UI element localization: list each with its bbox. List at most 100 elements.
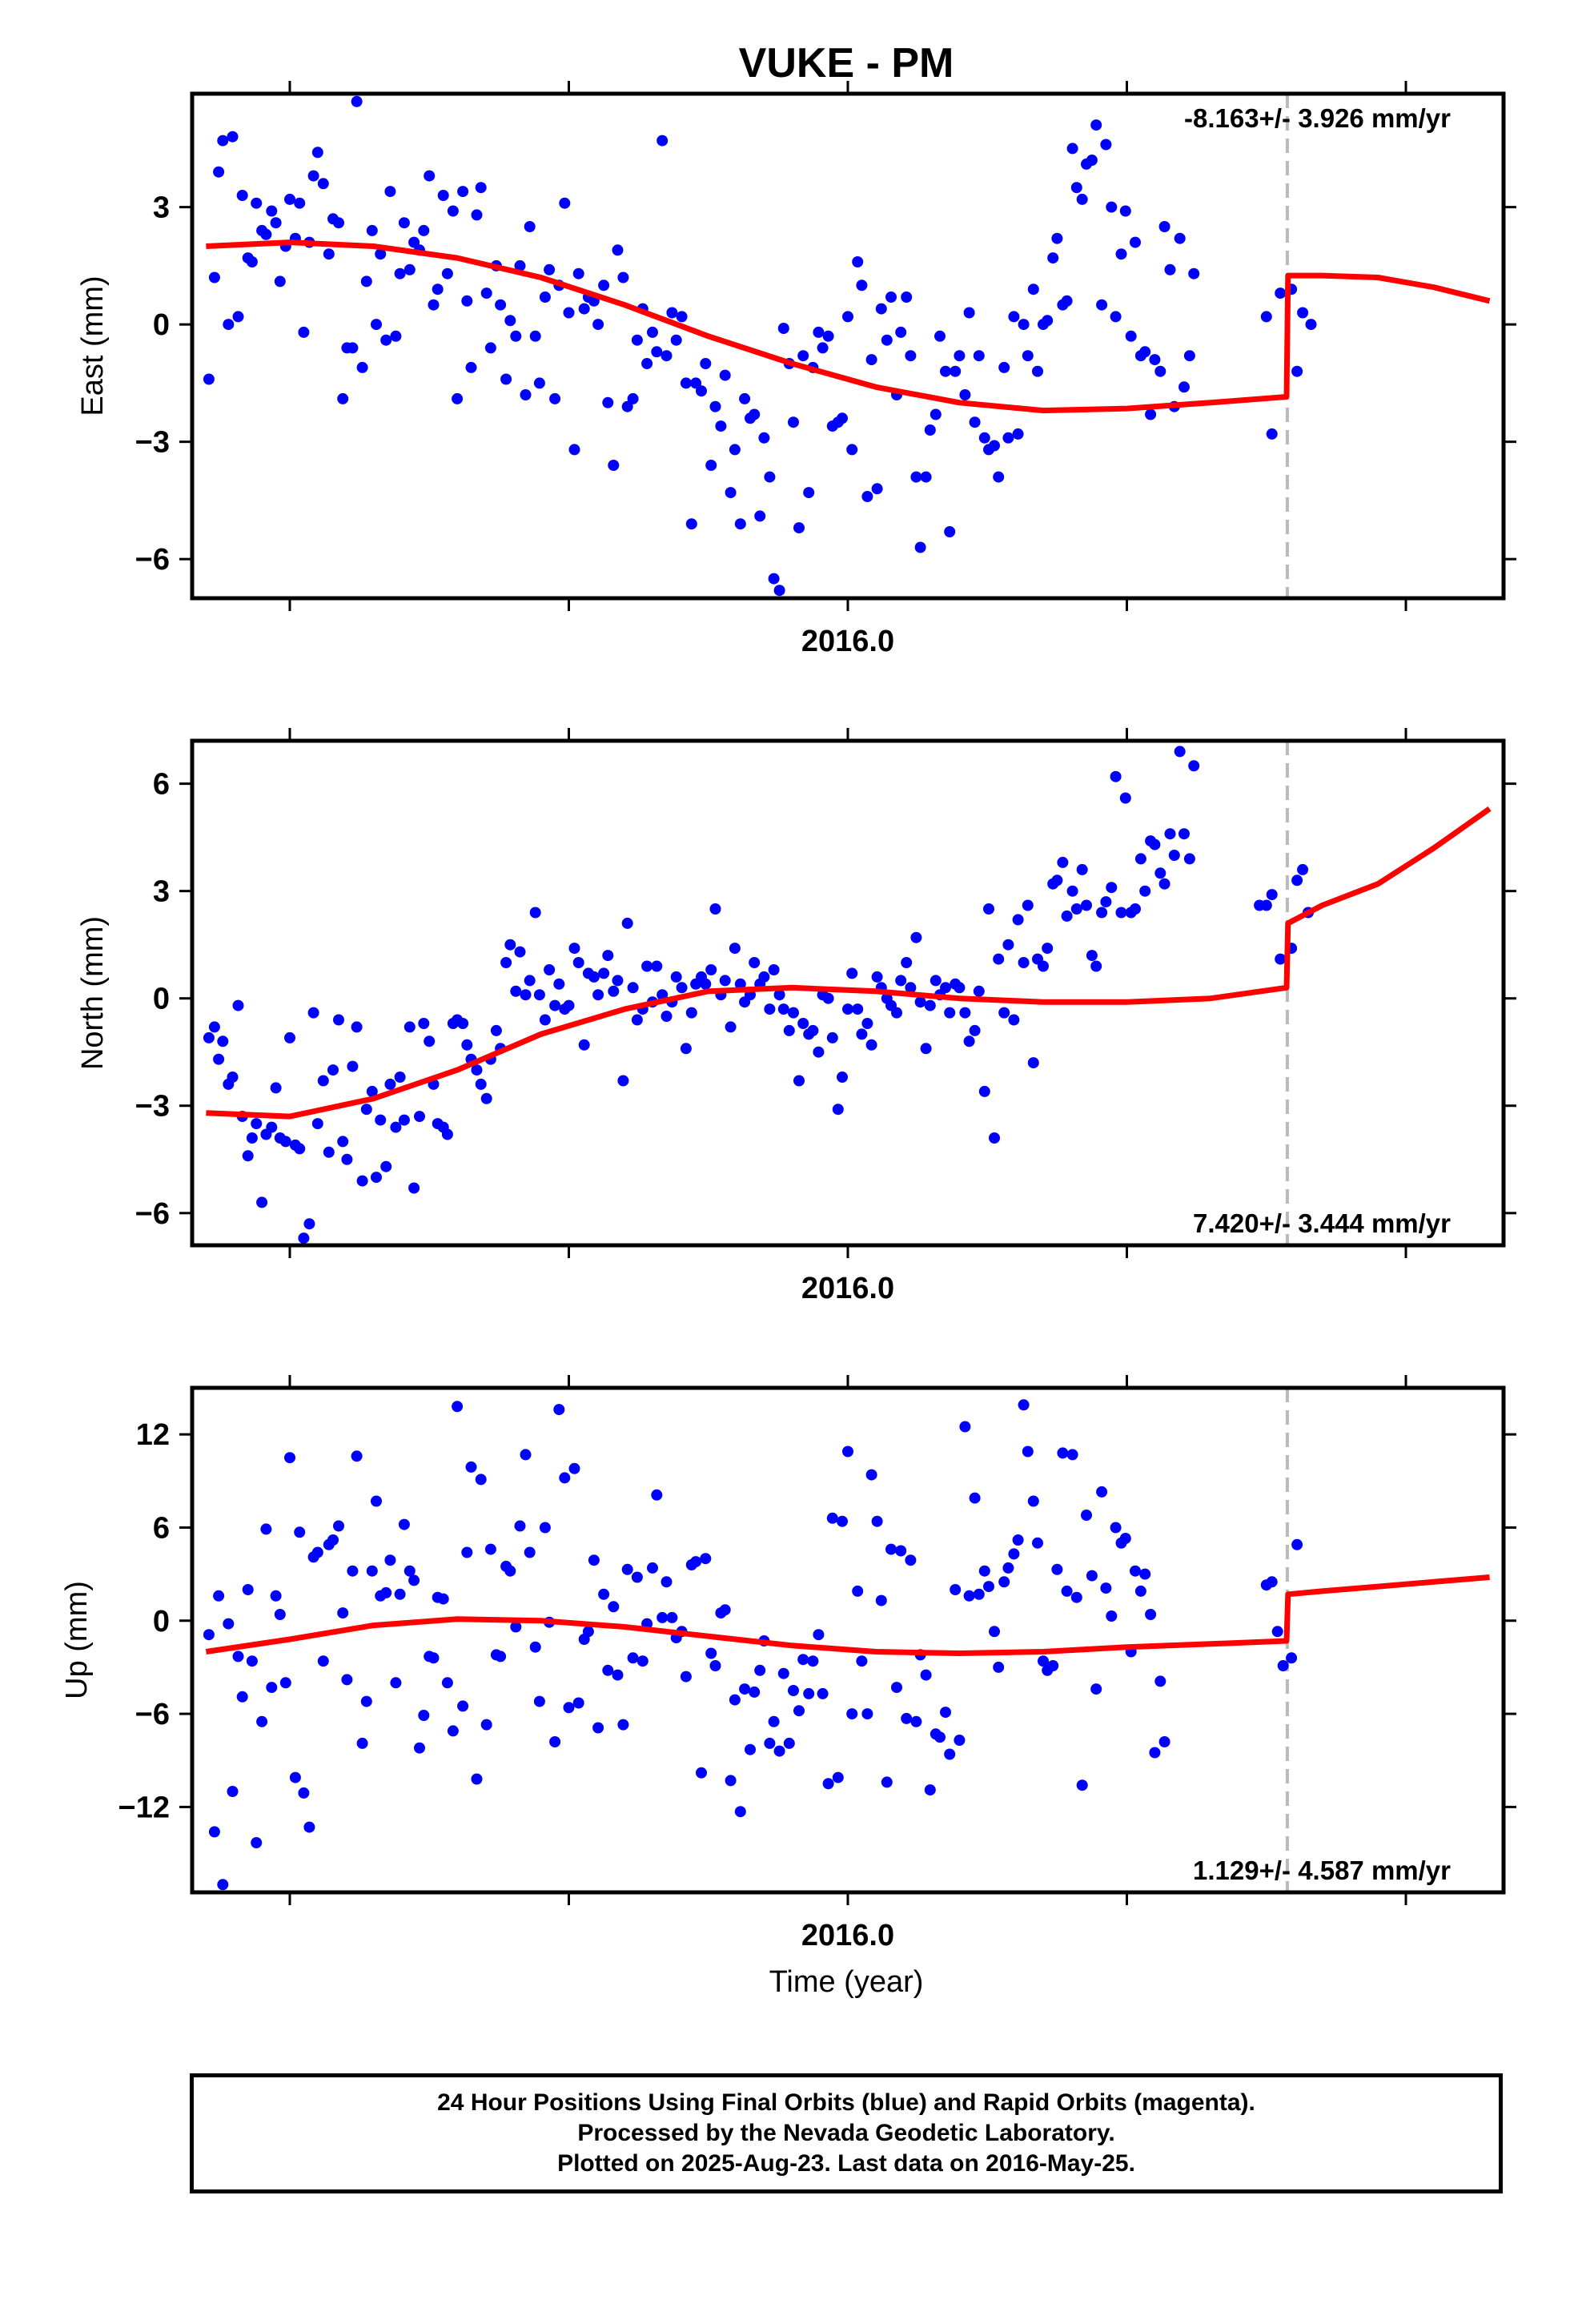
north-data-point [705,964,717,975]
east-data-point [1119,205,1131,217]
up-data-point [1291,1538,1303,1550]
north-data-point [983,903,994,915]
north-data-point [384,1078,396,1090]
east-data-point [217,135,229,147]
north-data-point [651,960,663,972]
east-data-point [1260,311,1272,323]
up-data-point [457,1700,469,1712]
up-data-point [1066,1449,1078,1461]
east-data-point [690,377,702,389]
north-data-point [457,1018,469,1029]
north-data-point [793,1075,805,1087]
north-data-point [256,1196,268,1208]
north-data-point [1174,746,1186,758]
north-data-point [608,985,620,997]
north-data-point [832,1104,844,1116]
up-data-point [647,1562,658,1574]
north-data-point [826,1031,838,1043]
east-x-tick-label: 2016.0 [801,625,894,658]
up-data-point [1154,1675,1166,1687]
up-data-point [371,1495,382,1507]
east-data-point [842,311,853,323]
north-data-point [544,964,556,975]
east-data-point [993,471,1005,483]
north-data-point [725,1021,737,1033]
east-data-point [333,217,344,229]
east-data-point [700,358,712,369]
east-data-point [1061,295,1073,307]
north-data-point [1008,1014,1020,1026]
north-data-point [978,1085,990,1097]
east-data-point [1275,287,1287,300]
up-data-point [745,1743,756,1755]
east-data-point [432,283,444,296]
east-data-point [846,444,858,456]
east-data-point [1183,350,1195,362]
up-data-point [572,1697,584,1709]
north-data-point [998,1007,1010,1019]
north-data-point [1130,903,1141,915]
east-data-point [709,400,721,412]
east-data-point [356,361,368,373]
north-data-point [1139,885,1151,897]
north-data-point [837,1072,848,1083]
up-data-point [1100,1582,1112,1594]
east-data-point [213,166,225,178]
up-data-point [539,1522,551,1534]
north-data-point [973,985,985,997]
east-data-point [1100,139,1112,151]
north-data-point [1291,875,1303,887]
east-frame [190,91,1506,601]
east-data-point [1022,350,1034,362]
up-data-point [901,1712,913,1724]
east-data-point [973,350,985,362]
up-data-point [959,1421,971,1433]
east-data-point [1178,381,1190,393]
up-data-point [524,1546,536,1558]
north-data-point [749,957,761,968]
up-data-point [598,1588,610,1600]
up-data-point [1032,1537,1043,1549]
east-data-point [418,224,430,236]
east-data-point [852,256,864,267]
east-data-point [963,307,975,319]
up-data-point [944,1748,956,1760]
north-data-point [758,971,770,983]
east-data-point [978,432,990,444]
east-data-point [612,244,624,256]
north-data-point [480,1092,492,1104]
up-data-point [924,1784,936,1796]
east-data-point [666,307,678,319]
east-data-point [954,350,966,362]
north-data-point [294,1143,306,1155]
east-data-point [920,471,932,483]
up-data-point [1106,1610,1118,1622]
east-data-point [598,279,610,292]
up-data-point [279,1677,291,1689]
up-model-line [205,1574,1490,1656]
north-data-point [734,978,746,990]
up-data-point [394,1588,406,1600]
east-data-point [568,444,580,456]
north-rate-annotation: 7.420+/- 3.444 mm/yr [1193,1208,1451,1238]
up-data-point [437,1593,449,1605]
up-data-point [428,1652,440,1664]
up-data-point [885,1543,897,1555]
north-data-point [1002,939,1014,951]
east-data-point [950,365,962,377]
up-data-point [380,1586,392,1598]
north-data-point [572,957,584,968]
north-data-point [901,957,913,968]
north-data-point [398,1114,410,1126]
east-data-point [360,275,372,287]
east-data-point [680,377,692,389]
north-data-point [441,1128,453,1140]
north-data-point [371,1172,382,1184]
east-data-point [1158,221,1170,232]
east-data-point [371,319,382,331]
up-data-point [661,1576,673,1588]
east-data-point [764,471,776,483]
up-data-point [871,1515,883,1527]
east-data-point [480,287,492,300]
east-data-point [246,256,258,267]
